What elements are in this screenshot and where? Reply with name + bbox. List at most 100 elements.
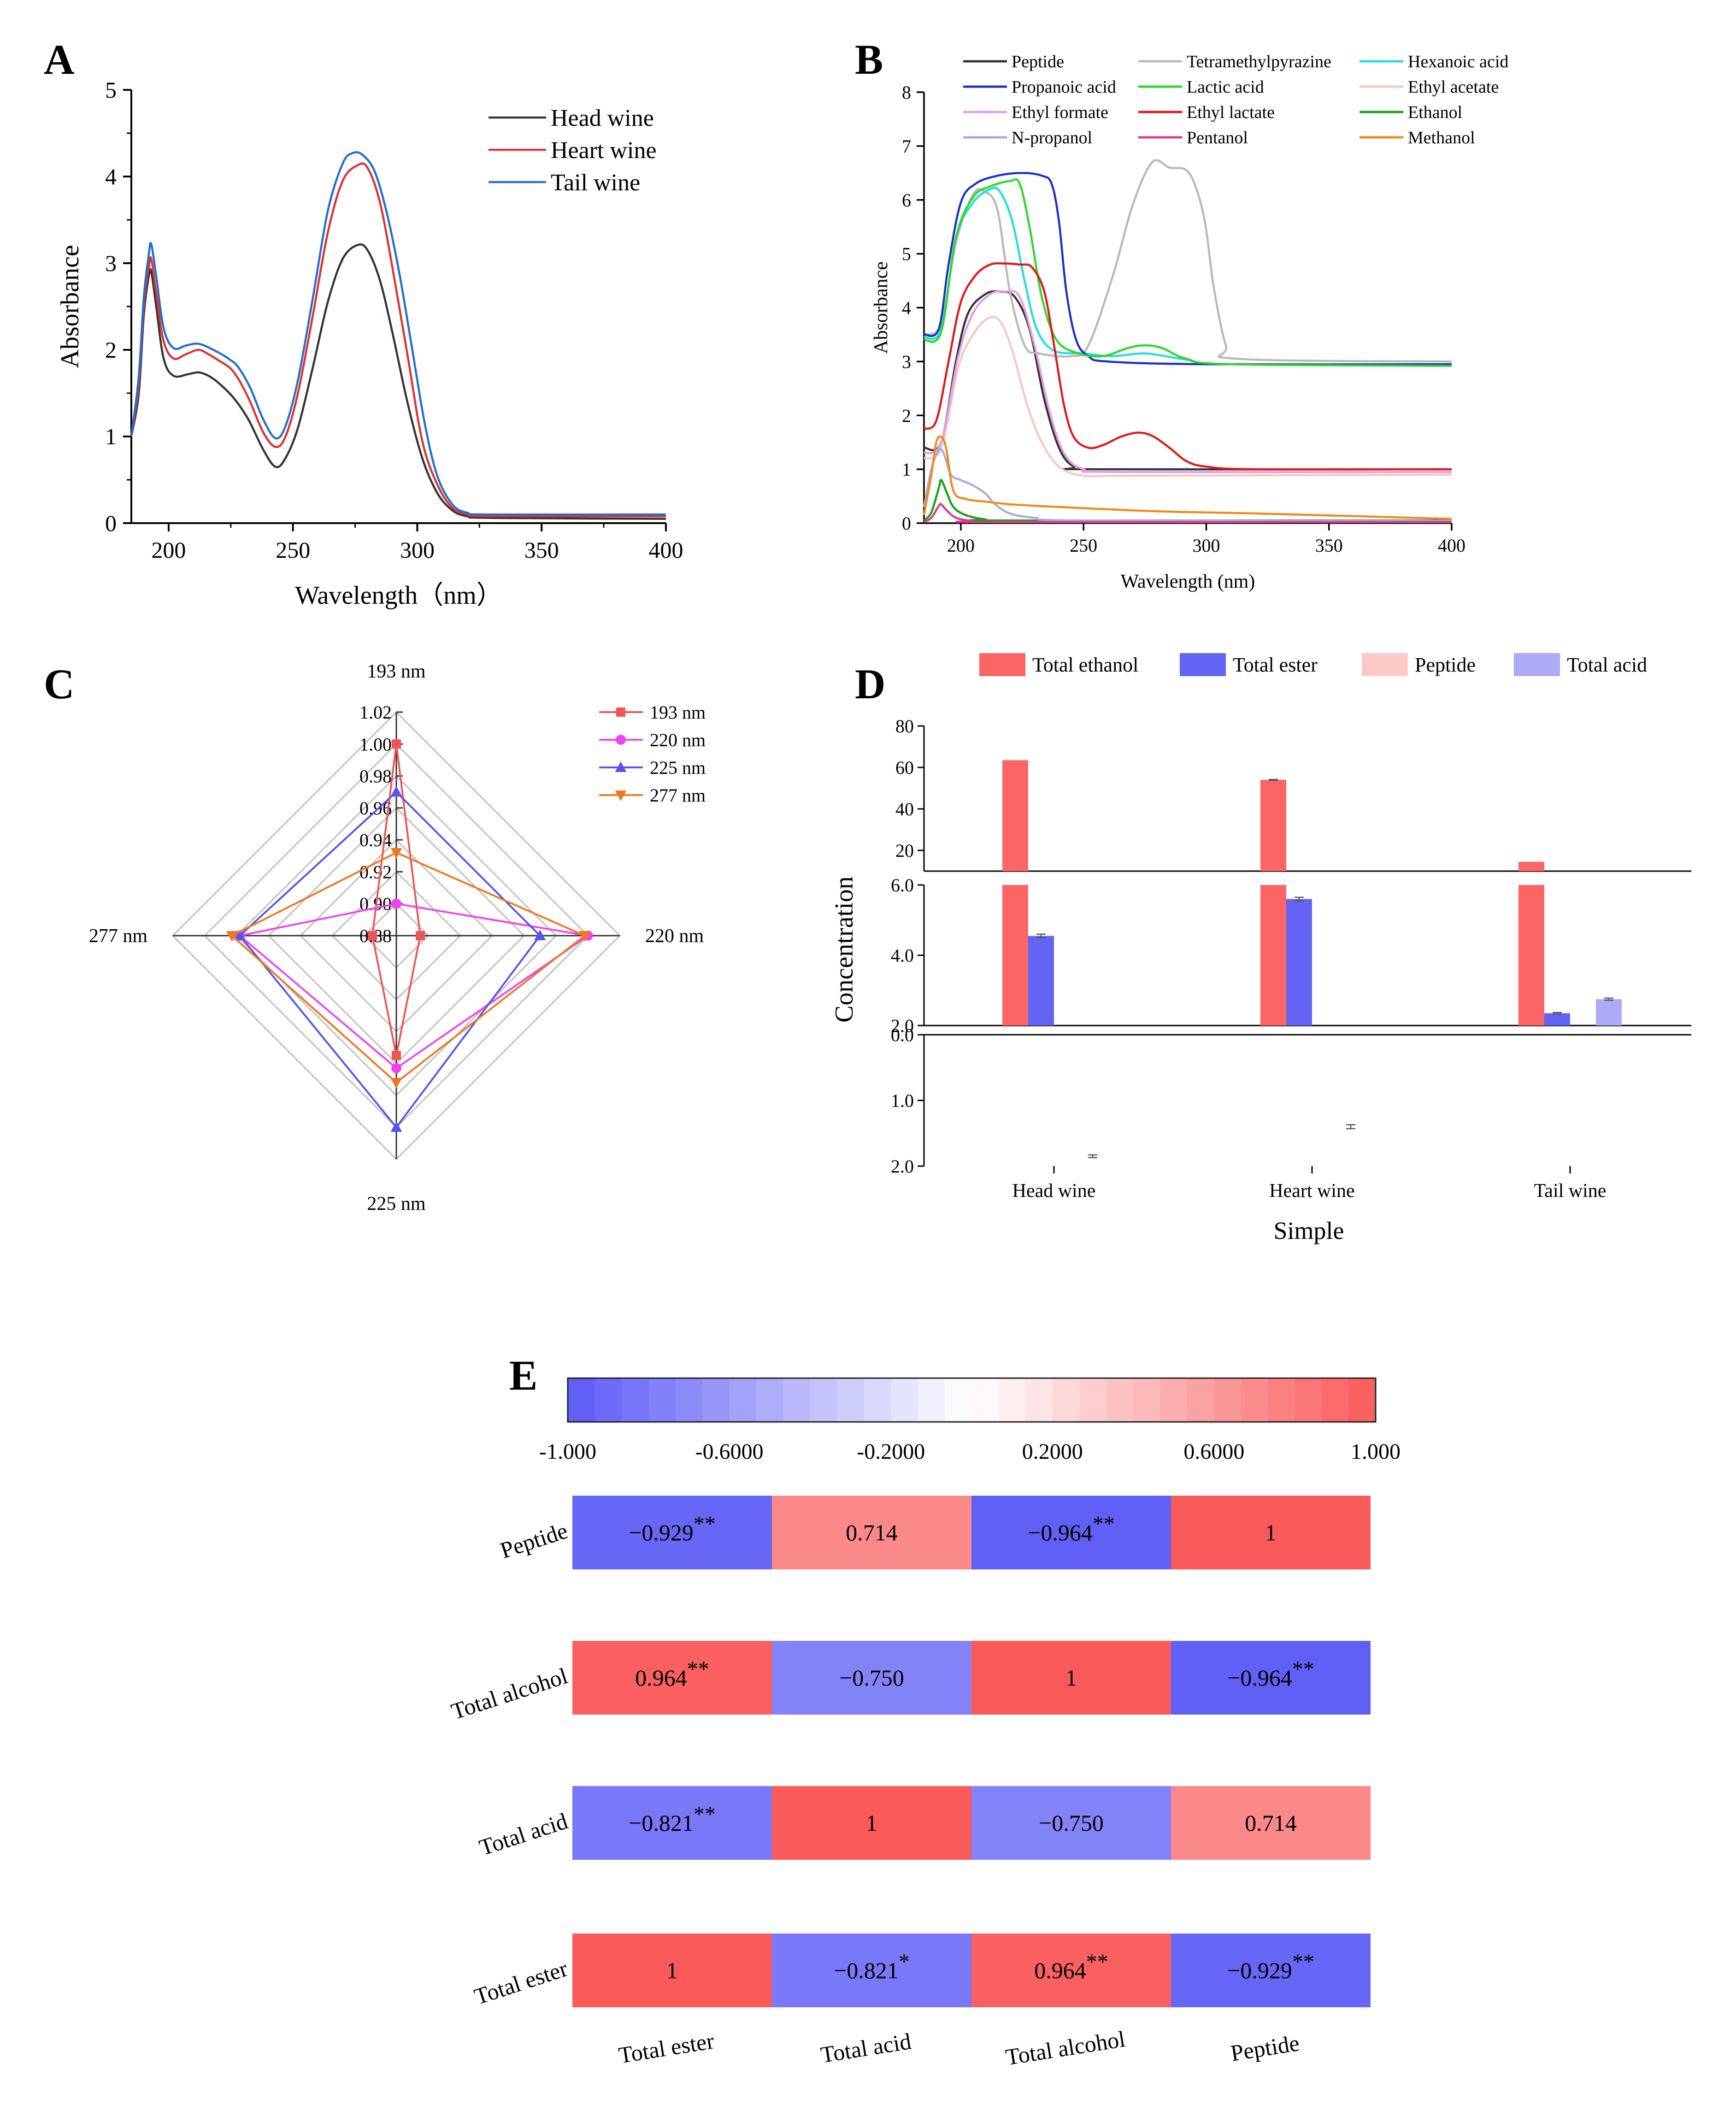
y-tick-label: 8 [902,82,911,103]
radar-axis-label: 193 nm [367,661,426,682]
radar-tick-label: 0.92 [359,861,392,882]
radar-axis-label: 220 nm [645,926,704,947]
bar-total-ethanol [1002,885,1028,1026]
colorbar-segment [675,1378,703,1422]
y-tick-label: 4 [105,164,117,189]
colorbar-segment [594,1378,622,1422]
marker-square [368,931,377,940]
x-tick-label: 200 [947,535,975,556]
x-tick-label: 300 [1192,535,1220,556]
bar-total-ester [1286,899,1312,1026]
heatmap-cell [772,1786,971,1860]
column-label: Total alcohol [1004,2026,1127,2070]
heatmap-cell-value: −0.821** [629,1802,716,1836]
colorbar-segment [945,1378,972,1422]
x-axis-title: Wavelength（nm） [295,581,502,610]
bar-total-ester [1028,936,1054,1026]
heatmap-cell-value: −0.750 [1039,1810,1104,1836]
colorbar-segment [837,1378,865,1422]
series-line-peptide [924,290,1452,471]
y-tick-label: 2 [105,337,117,363]
series-line-head-wine [130,243,666,520]
colorbar-segment [998,1378,1026,1422]
significance-marker: ** [1292,1657,1314,1681]
heatmap-cell-value: −0.929** [629,1512,716,1545]
panel-d-bar-chart: 0.0 1.0 2.0 2.0 4.0 6.0 20 40 60 80 Head wine Heart… [830,653,1691,1244]
heatmap-cell [971,1496,1171,1569]
colorbar-segment [1133,1378,1161,1422]
cell-value-text: 1 [1265,1520,1277,1545]
radar-tick-label: 0.98 [359,766,392,787]
colorbar-segment [1079,1378,1107,1422]
x-tick-label: 200 [151,537,186,563]
legend-label: Hexanoic acid [1408,52,1508,71]
cell-value-text: 1 [666,1958,678,1983]
colorbar-segment [1214,1378,1242,1422]
marker-circle [616,735,626,745]
panel-b-standards-chart: 200 250 300 350 400 0 1 2 3 4 5 6 7 8 Wavelength (nm) A… [871,52,1508,592]
legend-label: Lactic acid [1187,77,1264,97]
series-line-hexanoic-acid [924,187,1452,366]
heatmap-cell-value: −0.964** [1028,1512,1115,1545]
colorbar-segment [729,1378,757,1422]
series-line-pentanol [923,503,1452,524]
colorbar-segment [568,1378,595,1422]
series-line-heart-wine [130,162,666,518]
panel-label-b: B [855,36,883,83]
heatmap-cell [572,1641,772,1715]
cell-value-text: −0.929 [629,1520,694,1545]
marker-triangle-down [390,848,402,859]
x-tick-label: Tail wine [1534,1180,1607,1202]
row-label: Total acid [476,1808,571,1860]
marker-triangle-up [390,1121,402,1132]
x-axis-title: Simple [1273,1217,1344,1244]
colorbar-tick-label: 1.000 [1351,1439,1401,1464]
heatmap-cell [772,1934,971,2007]
bar-total-ethanol [1518,885,1544,1026]
significance-marker: * [899,1950,910,1974]
x-tick-label: 250 [276,537,310,563]
panel-a-absorbance-chart: 200 250 300 350 400 0 1 2 3 4 5 Wavelength（nm） Absor… [56,77,683,610]
legend-label: Tetramethylpyrazine [1187,52,1331,71]
y-tick-label: 40 [895,799,914,820]
colorbar-segment [864,1378,891,1422]
y-tick-label: 1 [105,424,117,449]
heatmap-cell [1171,1641,1371,1715]
cell-value-text: 0.714 [846,1520,898,1545]
y-tick-label: 0 [105,510,117,536]
bar-total-ethanol [1260,885,1286,1026]
colorbar-segment [1268,1378,1295,1422]
legend-label: Total acid [1567,654,1647,676]
marker-square [415,931,425,940]
x-tick-label: 350 [1315,535,1343,556]
colorbar-segment [1160,1378,1188,1422]
y-tick-label: 4.0 [891,945,914,966]
x-tick-label: Head wine [1012,1180,1096,1202]
legend-label: 225 nm [650,757,706,778]
y-tick-label: 5 [105,77,117,103]
column-label: Peptide [1229,2030,1301,2066]
heatmap-cell [971,1934,1171,2007]
legend-label: Ethyl lactate [1187,103,1275,122]
heatmap-cell [572,1934,772,2007]
legend-label: Peptide [1012,52,1064,71]
cell-value-text: −0.750 [1039,1810,1104,1836]
legend-label: Ethanol [1408,103,1462,122]
series-line-ethyl-acetate [923,316,1452,478]
legend-label: Peptide [1415,654,1476,676]
y-tick-label: 6 [902,190,911,211]
heatmap-cell-value: −0.929** [1227,1950,1314,1983]
heatmap-cell-value: 1 [666,1958,678,1983]
heatmap-cell [971,1786,1171,1860]
panel-label-a: A [44,36,74,83]
legend-label: 277 nm [650,785,706,806]
cell-value-text: 1 [1065,1665,1077,1691]
column-label: Total ester [617,2028,716,2068]
heatmap-cell [971,1641,1171,1715]
legend-label: 193 nm [650,702,706,723]
x-tick-label: 250 [1070,535,1097,556]
marker-triangle-up [234,930,246,940]
colorbar-tick-label: -0.2000 [857,1439,925,1464]
panel-e-correlation-heatmap: -1.000 -0.6000 -0.2000 0.2000 0.6000 1.000 −0.… [448,1377,1401,2070]
